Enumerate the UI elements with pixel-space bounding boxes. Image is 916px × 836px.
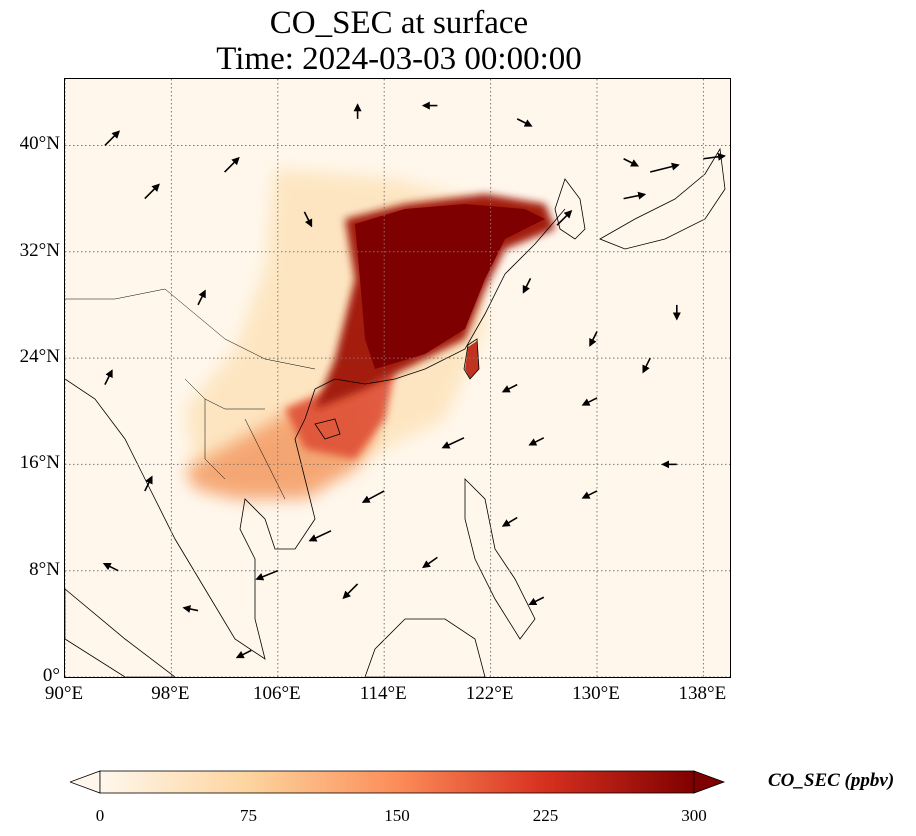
taiwan-coastline [463,338,480,380]
wind-vector-arrow [650,162,680,173]
wind-vector-arrow [581,397,598,406]
wind-vector-arrow [703,152,726,161]
longitude-tick-label: 98°E [151,683,190,704]
map-canvas [65,79,730,677]
colorbar-tick-label: 150 [384,806,410,825]
wind-vector-arrow [104,130,121,147]
philippines-coastline [464,478,536,640]
wind-vector-arrow [308,530,332,542]
wind-vector-arrow [361,490,385,503]
colorbar-tick-label: 225 [532,806,559,825]
gulf-of-tonkin-concentration [285,369,395,459]
wind-vector-arrow [441,437,465,449]
inland-borders [65,288,316,500]
wind-vector-arrow [102,562,119,572]
wind-vector-arrow [642,357,651,374]
wind-vector-arrow [623,158,640,167]
longitude-tick-label: 106°E [252,683,301,704]
co-concentration-field [185,169,555,499]
borneo-coastline [364,618,486,677]
wind-vector-arrow [581,490,598,499]
wind-vector-arrow [422,556,438,569]
latitude-tick-label: 16°N [19,452,60,474]
colorbar-tick-label: 300 [681,806,707,825]
wind-vector-arrow [144,183,160,200]
wind-vector-arrow [501,383,518,393]
japan-coastline [599,147,726,250]
longitude-tick-label: 114°E [359,683,407,704]
colorbar-gradient [99,770,695,794]
wind-vector-arrow [528,596,545,605]
longitude-tick-label: 138°E [678,683,727,704]
indochina-coastline [65,378,316,660]
wind-vector-arrow [144,475,153,492]
wind-vector-field [102,101,726,659]
longitude-tick-label: 122°E [465,683,514,704]
wind-vector-arrow [224,156,240,173]
coastlines [65,147,726,677]
longitude-tick-label: 90°E [44,683,84,704]
wind-vector-arrow [197,289,206,306]
latitude-tick-label: 0° [42,665,60,686]
colorbar-under-extension [70,770,101,794]
map-subtitle-time: Time: 2024-03-03 00:00:00 [216,41,582,77]
taiwan-concentration [465,341,479,379]
wind-vector-arrow [104,369,113,386]
wind-vector-arrow [528,437,545,446]
map-title: CO_SEC at surface [269,5,529,41]
wind-vector-arrow [235,649,252,659]
colorbar-tick-label: 75 [240,806,257,825]
korea-coastline [554,178,586,240]
map-plot-area [64,78,731,678]
china-coastline [314,208,566,390]
wind-vector-arrow [342,583,359,600]
sumatra-coastline [65,588,176,677]
wind-vector-arrow [589,331,598,347]
graticule [65,79,730,677]
colorbar-label: CO_SEC (ppbv) [768,770,895,791]
wind-vector-arrow [556,210,573,226]
latitude-tick-label: 8°N [29,558,60,580]
wind-vector-arrow [522,277,532,294]
colorbar [70,770,726,794]
east-china-core-concentration [355,204,545,369]
wind-vector-arrow [182,605,199,613]
wind-vector-arrow [303,211,313,228]
wind-vector-arrow [501,516,518,527]
wind-vector-arrow [255,569,279,581]
latitude-tick-label: 40°N [19,133,60,155]
latitude-tick-label: 32°N [19,239,60,261]
longitude-tick-label: 130°E [572,683,620,704]
hainan-coastline [314,418,341,440]
latitude-tick-label: 24°N [19,346,60,368]
colorbar-tick-label: 0 [95,806,105,825]
colorbar-over-extension [693,770,726,794]
wind-vector-arrow [516,118,533,127]
wind-vector-arrow [623,191,647,200]
